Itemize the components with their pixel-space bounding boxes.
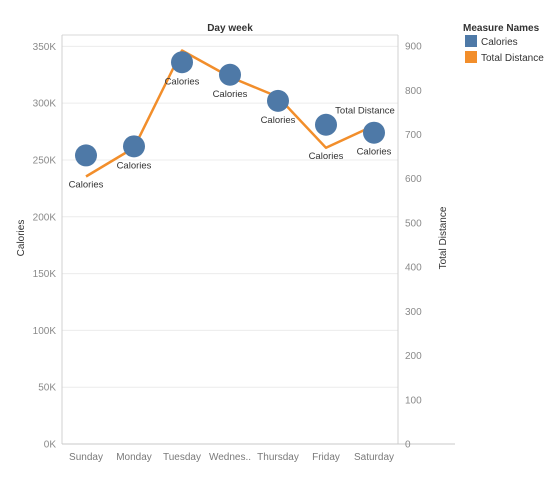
left-tick-label: 150K bbox=[33, 269, 57, 280]
x-tick-label: Sunday bbox=[69, 452, 103, 463]
right-tick-label: 600 bbox=[405, 174, 422, 185]
data-labels: Calories Calories Calories Calories Calories… bbox=[69, 76, 395, 190]
left-tick-label: 200K bbox=[33, 212, 57, 223]
calories-point[interactable] bbox=[171, 51, 193, 74]
calories-data-label: Calories bbox=[261, 115, 296, 126]
left-axis-ticks: 0K 50K 100K 150K 200K 250K 300K 350K bbox=[33, 42, 57, 451]
total-distance-data-label: Total Distance bbox=[335, 106, 395, 117]
legend-item-total-distance[interactable]: Total Distance bbox=[481, 53, 544, 64]
axes bbox=[61, 35, 455, 445]
right-tick-label: 0 bbox=[405, 440, 411, 451]
calories-point[interactable] bbox=[123, 135, 145, 158]
legend-item-calories[interactable]: Calories bbox=[481, 37, 518, 48]
right-tick-label: 700 bbox=[405, 130, 422, 141]
calories-point[interactable] bbox=[267, 89, 289, 112]
left-tick-label: 250K bbox=[33, 155, 57, 166]
calories-data-label: Calories bbox=[213, 89, 248, 100]
calories-data-label: Calories bbox=[165, 76, 200, 87]
x-tick-label: Friday bbox=[312, 452, 340, 463]
left-tick-label: 50K bbox=[38, 383, 56, 394]
x-tick-label: Saturday bbox=[354, 452, 394, 463]
legend-swatch-calories bbox=[465, 35, 477, 47]
gridlines bbox=[62, 45, 398, 388]
legend-title: Measure Names bbox=[463, 23, 540, 34]
left-tick-label: 350K bbox=[33, 42, 57, 53]
calories-point[interactable] bbox=[75, 144, 97, 167]
x-tick-label: Monday bbox=[116, 452, 152, 463]
right-tick-label: 300 bbox=[405, 307, 422, 318]
x-axis-ticks: Sunday Monday Tuesday Wednes.. Thursday Frida… bbox=[69, 452, 394, 463]
x-tick-label: Thursday bbox=[257, 452, 299, 463]
x-tick-label: Tuesday bbox=[163, 452, 201, 463]
calories-data-label: Calories bbox=[117, 160, 152, 171]
left-tick-label: 100K bbox=[33, 326, 57, 337]
right-tick-label: 400 bbox=[405, 263, 422, 274]
column-header: Day week bbox=[207, 23, 253, 34]
right-tick-label: 500 bbox=[405, 218, 422, 229]
right-tick-label: 200 bbox=[405, 351, 422, 362]
legend: Measure Names Calories Total Distance bbox=[463, 23, 544, 64]
calories-point[interactable] bbox=[315, 113, 337, 136]
calories-data-label: Calories bbox=[69, 179, 104, 190]
calories-data-label: Calories bbox=[357, 147, 392, 158]
left-tick-label: 0K bbox=[44, 440, 57, 451]
legend-swatch-total-distance bbox=[465, 51, 477, 63]
right-axis-ticks: 0 100 200 300 400 500 600 700 800 900 bbox=[405, 42, 422, 451]
x-tick-label: Wednes.. bbox=[209, 452, 251, 463]
right-tick-label: 100 bbox=[405, 395, 422, 406]
y-axis-title-right: Total Distance bbox=[438, 206, 449, 269]
left-tick-label: 300K bbox=[33, 99, 57, 110]
series-calories bbox=[75, 51, 385, 167]
calories-point[interactable] bbox=[363, 121, 385, 144]
right-tick-label: 800 bbox=[405, 86, 422, 97]
calories-point[interactable] bbox=[219, 63, 241, 86]
calories-data-label: Calories bbox=[309, 151, 344, 162]
y-axis-title-left: Calories bbox=[16, 220, 27, 257]
right-tick-label: 900 bbox=[405, 42, 422, 53]
